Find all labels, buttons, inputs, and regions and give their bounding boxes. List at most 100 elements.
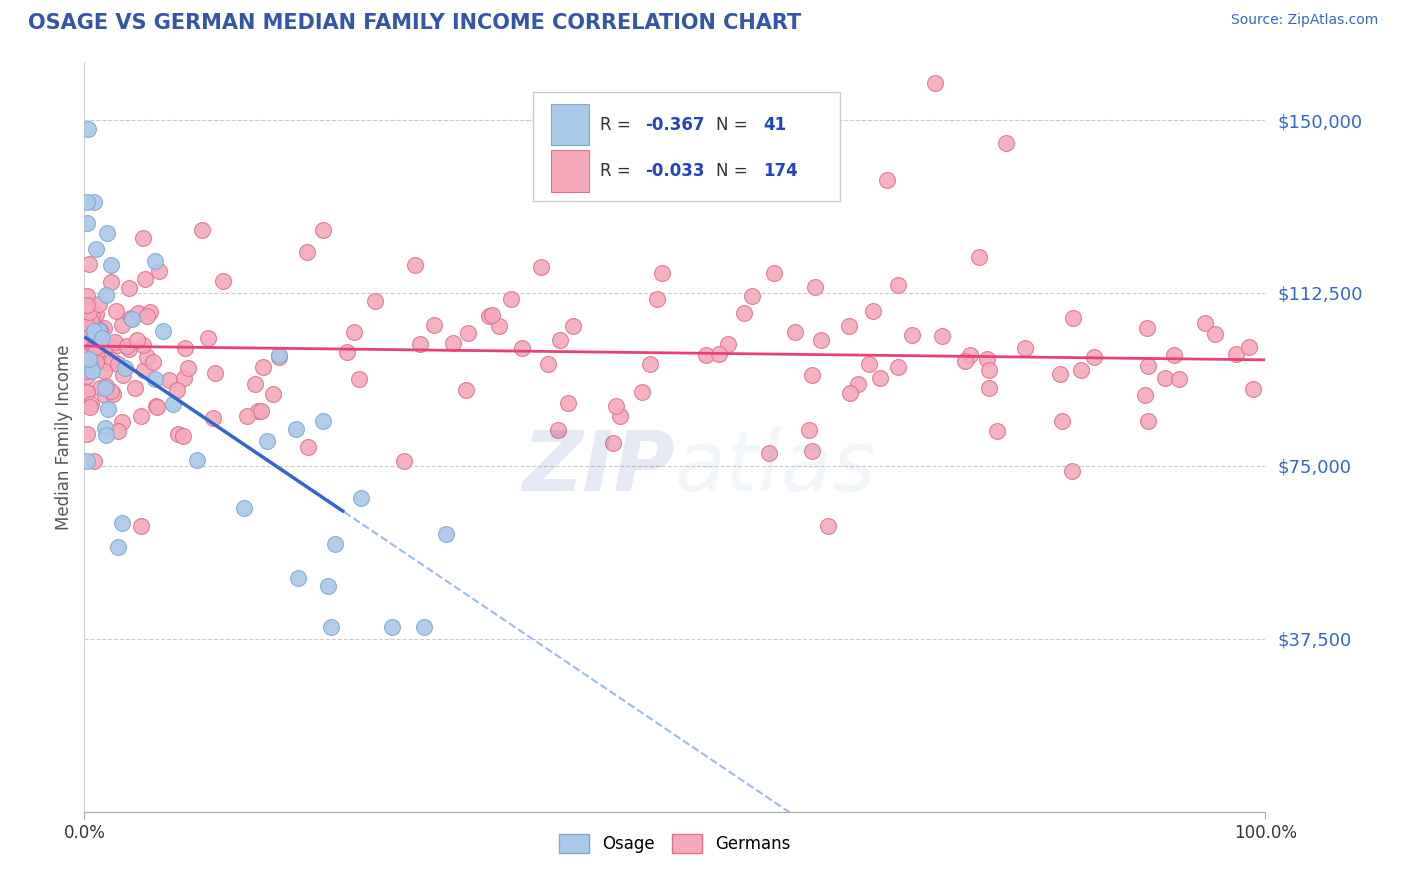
Point bbox=[1163, 348, 1185, 362]
Point bbox=[986, 424, 1008, 438]
Point bbox=[394, 454, 416, 468]
Point bbox=[83, 340, 105, 354]
Y-axis label: Median Family Income: Median Family Income bbox=[55, 344, 73, 530]
Text: N =: N = bbox=[716, 162, 754, 180]
Point bbox=[409, 337, 432, 351]
Point bbox=[76, 368, 98, 383]
Point bbox=[197, 330, 219, 344]
Point bbox=[901, 328, 924, 343]
Point bbox=[76, 427, 98, 442]
Point bbox=[166, 427, 188, 442]
Point bbox=[134, 272, 156, 286]
Point bbox=[104, 303, 127, 318]
Point bbox=[96, 356, 118, 370]
Point bbox=[120, 311, 142, 326]
Point bbox=[799, 423, 821, 437]
Point bbox=[101, 387, 124, 401]
Point bbox=[129, 409, 152, 424]
Point bbox=[631, 384, 654, 399]
Point bbox=[381, 620, 404, 634]
Point bbox=[336, 345, 359, 359]
Point bbox=[118, 343, 141, 357]
Point bbox=[1083, 350, 1105, 364]
Point bbox=[132, 363, 155, 377]
Point bbox=[316, 579, 339, 593]
Point bbox=[1136, 321, 1159, 335]
Point bbox=[350, 491, 373, 505]
Point bbox=[443, 335, 465, 350]
Point bbox=[143, 254, 166, 268]
Point bbox=[121, 311, 143, 326]
Point bbox=[94, 288, 117, 302]
Point bbox=[1204, 326, 1226, 341]
Point bbox=[76, 195, 98, 210]
Point bbox=[481, 308, 503, 322]
Point bbox=[510, 341, 533, 355]
Point bbox=[79, 257, 101, 271]
Point bbox=[96, 338, 118, 352]
Point bbox=[174, 341, 197, 355]
Point bbox=[846, 376, 869, 391]
Point bbox=[717, 337, 740, 351]
Point bbox=[959, 348, 981, 362]
Point bbox=[80, 319, 103, 334]
Point bbox=[146, 400, 169, 414]
Point bbox=[454, 384, 477, 398]
Point bbox=[501, 292, 523, 306]
Point bbox=[101, 352, 124, 367]
Point bbox=[977, 362, 1000, 376]
Point bbox=[84, 242, 107, 256]
Point bbox=[97, 401, 120, 416]
Point bbox=[287, 571, 309, 585]
Text: atlas: atlas bbox=[675, 426, 876, 508]
Point bbox=[105, 337, 128, 351]
Point bbox=[124, 381, 146, 395]
Point bbox=[924, 76, 946, 90]
Point bbox=[100, 275, 122, 289]
Point bbox=[243, 376, 266, 391]
Text: OSAGE VS GERMAN MEDIAN FAMILY INCOME CORRELATION CHART: OSAGE VS GERMAN MEDIAN FAMILY INCOME COR… bbox=[28, 13, 801, 33]
Point bbox=[80, 355, 103, 369]
Point bbox=[93, 321, 115, 335]
Point bbox=[186, 453, 208, 467]
Point bbox=[343, 325, 366, 339]
Point bbox=[204, 366, 226, 380]
Point bbox=[127, 306, 149, 320]
Point bbox=[100, 384, 122, 398]
Point bbox=[76, 331, 98, 345]
Point bbox=[89, 324, 111, 338]
Point bbox=[762, 266, 785, 280]
Point bbox=[1060, 464, 1083, 478]
Point bbox=[838, 319, 860, 334]
Point bbox=[79, 305, 101, 319]
Point bbox=[76, 349, 98, 363]
Point bbox=[76, 454, 98, 468]
Point bbox=[94, 381, 117, 395]
Point bbox=[77, 298, 100, 312]
Point bbox=[1014, 341, 1036, 355]
Point bbox=[810, 333, 832, 347]
Point bbox=[83, 324, 105, 338]
Point bbox=[422, 318, 444, 332]
Text: 41: 41 bbox=[763, 116, 786, 134]
Point bbox=[177, 360, 200, 375]
Point bbox=[76, 289, 98, 303]
Point bbox=[111, 318, 134, 333]
Point bbox=[139, 305, 162, 319]
Point bbox=[212, 274, 235, 288]
Point bbox=[537, 357, 560, 371]
Point bbox=[319, 620, 342, 634]
Point bbox=[76, 298, 98, 312]
Point bbox=[741, 289, 763, 303]
Point bbox=[112, 368, 135, 383]
Point bbox=[84, 346, 107, 360]
Point bbox=[1194, 316, 1216, 330]
Point bbox=[955, 354, 977, 368]
Point bbox=[979, 382, 1001, 396]
Point bbox=[413, 620, 436, 634]
Text: R =: R = bbox=[600, 116, 637, 134]
Point bbox=[166, 383, 188, 397]
Point bbox=[1070, 362, 1092, 376]
Point bbox=[114, 360, 136, 375]
Point bbox=[434, 527, 457, 541]
